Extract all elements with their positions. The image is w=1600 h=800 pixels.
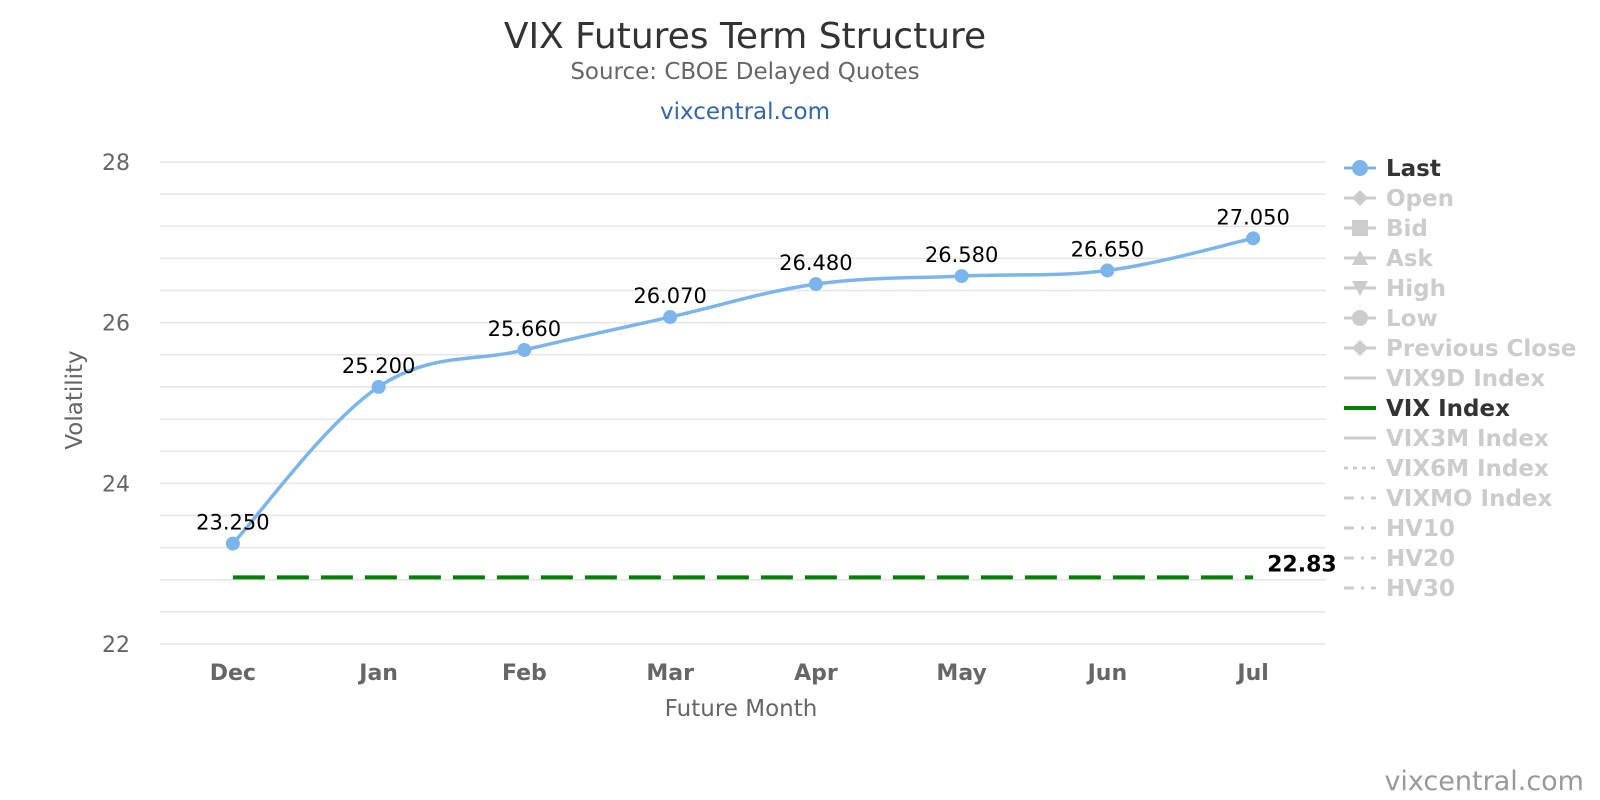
last-point [517, 342, 532, 357]
gridlines [160, 161, 1326, 645]
y-tick-label: 24 [102, 472, 130, 497]
legend-label: HV20 [1386, 546, 1455, 572]
x-tick-label: May [936, 661, 986, 686]
last-point [954, 269, 969, 284]
x-tick-label: Jan [357, 661, 398, 686]
legend-label: VIX Index [1386, 396, 1510, 422]
legend-item[interactable]: VIX9D Index [1344, 366, 1545, 392]
chart-title: VIX Futures Term Structure [504, 16, 986, 57]
y-axis-label: Volatility [62, 350, 88, 449]
legend-item[interactable]: Last [1344, 156, 1441, 182]
last-data-label: 27.050 [1216, 205, 1289, 229]
last-data-label: 26.070 [633, 284, 706, 308]
legend-label: Ask [1386, 246, 1433, 272]
legend-item[interactable]: Bid [1344, 216, 1428, 242]
last-data-label: 26.480 [779, 251, 852, 275]
legend-label: VIX9D Index [1386, 366, 1545, 392]
legend-item[interactable]: HV20 [1344, 546, 1455, 572]
vix-index-end-label: 22.83 [1267, 552, 1337, 577]
legend-circle-icon [1352, 160, 1368, 176]
legend-item[interactable]: Low [1344, 306, 1438, 332]
x-tick-label: Dec [210, 661, 256, 686]
legend-item[interactable]: VIX Index [1344, 396, 1510, 422]
legend-label: VIXMO Index [1386, 486, 1553, 512]
last-point [808, 277, 823, 292]
y-tick-label: 22 [102, 633, 130, 658]
x-tick-label: Jun [1086, 661, 1128, 686]
legend-item[interactable]: High [1344, 276, 1446, 302]
x-tick-label: Feb [502, 661, 547, 686]
legend-item[interactable]: VIX6M Index [1344, 456, 1549, 482]
legend-label: VIX6M Index [1386, 456, 1549, 482]
plot-series: 22.83 23.250 25.200 25.660 26.070 26.480 26.58… [196, 205, 1337, 580]
chart-subtitle: Source: CBOE Delayed Quotes [570, 59, 919, 85]
legend-square-icon [1352, 220, 1368, 236]
legend-item[interactable]: VIXMO Index [1344, 486, 1553, 512]
last-data-label: 26.580 [925, 243, 998, 267]
legend-item[interactable]: Ask [1344, 246, 1433, 272]
legend-circle-icon [1352, 310, 1368, 326]
last-data-label: 25.200 [342, 354, 415, 378]
legend-item[interactable]: Previous Close [1344, 336, 1576, 362]
legend-label: Open [1386, 186, 1454, 212]
x-tick-label: Apr [794, 661, 838, 686]
last-point [225, 536, 240, 551]
legend-item[interactable]: VIX3M Index [1344, 426, 1549, 452]
legend: Last Open Bid Ask High Low Previous Close VIX9D… [1344, 156, 1576, 602]
legend-triangle-down-icon [1352, 281, 1368, 296]
last-data-label: 26.650 [1071, 237, 1144, 261]
y-tick-label: 26 [102, 312, 130, 337]
legend-label: Previous Close [1386, 336, 1576, 362]
x-axis-ticks: Dec Jan Feb Mar Apr May Jun Jul [210, 661, 1269, 686]
legend-label: Last [1386, 156, 1441, 182]
last-point [1100, 263, 1115, 278]
legend-item[interactable]: HV30 [1344, 576, 1455, 602]
legend-triangle-icon [1352, 250, 1368, 265]
legend-item[interactable]: HV10 [1344, 516, 1455, 542]
last-point [663, 310, 678, 325]
y-tick-label: 28 [102, 151, 130, 176]
last-data-label: 25.660 [488, 317, 561, 341]
legend-label: VIX3M Index [1386, 426, 1549, 452]
credits[interactable]: vixcentral.com [1384, 766, 1584, 797]
y-axis-ticks: 22 24 26 28 [102, 151, 130, 658]
legend-label: HV30 [1386, 576, 1455, 602]
legend-label: Bid [1386, 216, 1428, 242]
legend-label: Low [1386, 306, 1438, 332]
last-point [1246, 231, 1261, 246]
legend-label: High [1386, 276, 1446, 302]
last-series-line [231, 236, 1254, 545]
last-data-label: 23.250 [196, 511, 269, 535]
legend-label: HV10 [1386, 516, 1455, 542]
legend-diamond-icon [1352, 340, 1368, 356]
x-axis-label: Future Month [665, 696, 818, 722]
x-tick-label: Jul [1235, 661, 1268, 686]
legend-diamond-icon [1352, 190, 1368, 206]
subtitle-link[interactable]: vixcentral.com [660, 99, 830, 125]
legend-item[interactable]: Open [1344, 186, 1454, 212]
last-point [371, 379, 386, 394]
x-tick-label: Mar [646, 661, 694, 686]
